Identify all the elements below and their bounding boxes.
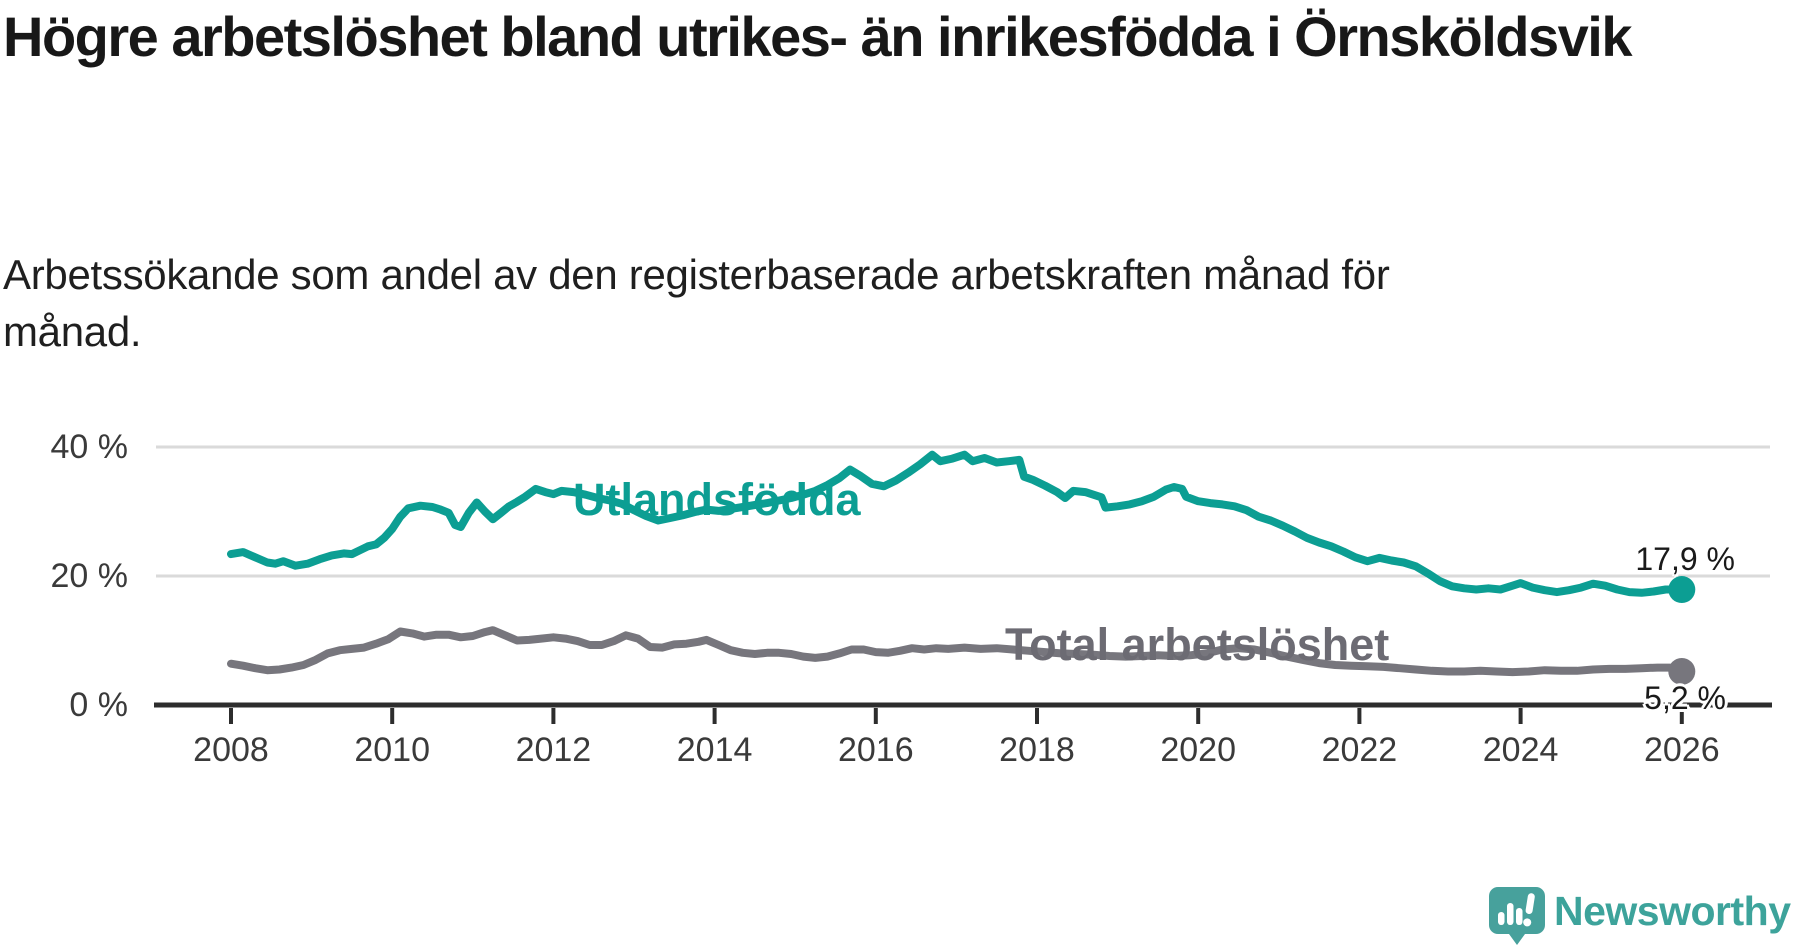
- bar-2: [1507, 903, 1514, 925]
- x-tick-label-2022: 2022: [1321, 731, 1398, 769]
- x-tick-label-2020: 2020: [1160, 731, 1236, 769]
- series-end-dot-1: [1668, 657, 1696, 685]
- bar-3: [1516, 908, 1523, 925]
- x-tick-label-2008: 2008: [193, 731, 269, 769]
- series-line-0: [227, 450, 1686, 597]
- x-tick-label-2024: 2024: [1482, 731, 1559, 769]
- series-line-1: [227, 626, 1686, 677]
- newsworthy-logo: Newsworthy: [1488, 886, 1800, 946]
- x-tick-label-2026: 2026: [1643, 731, 1720, 769]
- series-end-dot-0: [1668, 576, 1696, 604]
- x-tick-label-2018: 2018: [999, 731, 1075, 769]
- subtitle-line-1: Arbetssökande som andel av den registerb…: [3, 251, 1390, 298]
- end-value-utlandsfodda: 17,9 %: [1635, 541, 1735, 577]
- series-label-utlandsfodda: Utlandsfödda: [573, 474, 861, 525]
- newsworthy-logo-text: Newsworthy: [1554, 888, 1791, 934]
- series-label-total-arbetsloshet: Total arbetslöshet: [1005, 619, 1390, 670]
- x-tick-label-2012: 2012: [515, 731, 592, 769]
- chart-title: Högre arbetslöshet bland utrikes- än inr…: [3, 5, 1633, 68]
- newsworthy-logo-icon: [1489, 887, 1545, 945]
- y-tick-label-0: 0 %: [69, 686, 128, 724]
- y-tick-label-40: 40 %: [50, 428, 129, 466]
- subtitle-line-2: månad.: [3, 308, 142, 356]
- y-tick-label-20: 20 %: [50, 557, 129, 595]
- exclamation-mark: [1523, 893, 1535, 927]
- x-tick-label-2016: 2016: [837, 731, 914, 769]
- x-tick-label-2014: 2014: [676, 731, 753, 769]
- bar-1: [1498, 912, 1505, 925]
- x-tick-label-2010: 2010: [354, 731, 430, 769]
- chart-subtitle: Arbetssökande som andel av den registerb…: [3, 246, 1763, 360]
- end-value-total: 5,2 %: [1644, 680, 1726, 716]
